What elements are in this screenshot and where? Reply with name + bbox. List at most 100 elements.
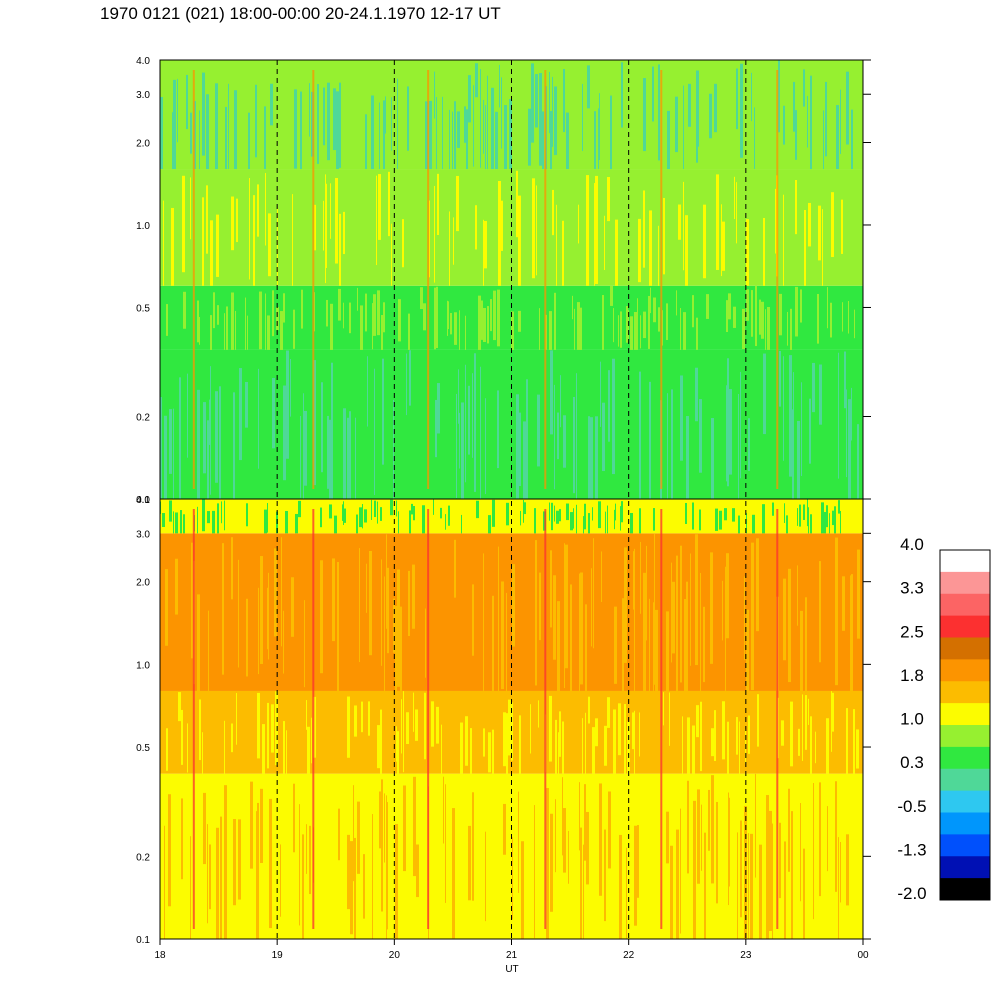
heatmap-cell [458,369,459,424]
heatmap-cell [703,606,705,683]
heatmap-cell [835,781,837,892]
heatmap-cell [789,355,792,477]
heatmap-cell [817,293,819,344]
heatmap-cell [497,289,500,347]
heatmap-cell [669,692,670,746]
heatmap-cell [578,204,579,244]
heatmap-cell [599,93,600,161]
heatmap-cell [434,71,435,119]
heatmap-cell [175,558,178,615]
heatmap-cell [257,802,259,939]
heatmap-cell [671,389,673,499]
heatmap-cell [576,504,577,534]
heatmap-cell [338,808,340,861]
heatmap-cell [385,96,386,134]
heatmap-cell [359,507,362,528]
heatmap-cell [793,81,795,132]
heatmap-cell [675,96,678,153]
heatmap-cell [366,563,367,613]
heatmap-cell [639,712,640,757]
heatmap-cell [183,514,185,534]
heatmap-cell [173,511,174,534]
heatmap-cell [283,293,285,323]
heatmap-cell [306,824,307,874]
heatmap-cell [269,798,272,929]
heatmap-cell [564,543,565,689]
heatmap-cell [595,718,598,747]
heatmap-cell [637,825,639,898]
heatmap-cell [465,364,466,483]
heatmap-cell [363,854,365,919]
heatmap-cell [219,386,221,499]
heatmap-cell [210,315,212,350]
heatmap-cell [810,75,812,170]
heatmap-cell [534,805,535,939]
heatmap-cell [270,83,273,126]
heatmap-cell [619,834,622,939]
heatmap-cell [400,606,402,691]
heatmap-cell [498,180,501,286]
heatmap-cell [260,788,263,864]
heatmap-cell [209,399,210,445]
heatmap-cell [326,183,327,268]
heatmap-cell [838,352,839,479]
heatmap-cell [207,420,209,499]
heatmap-cell [413,692,414,732]
heatmap-cell [612,358,615,475]
heatmap-cell [228,83,229,170]
heatmap-cell [511,311,514,350]
heatmap-cell [598,501,601,529]
heatmap-cell [172,112,173,170]
heatmap-cell [726,300,728,333]
heatmap-cell [506,592,507,691]
y-tick-label: 2.0 [136,578,150,589]
heatmap-cell [208,610,209,691]
heatmap-cell [813,783,814,920]
heatmap-cell [838,500,840,514]
heatmap-cell [626,847,627,939]
heatmap-cell [851,109,853,170]
heatmap-cell [763,217,765,286]
heatmap-cell [539,308,540,350]
heatmap-cell [327,82,330,161]
heatmap-cell [473,85,474,167]
heatmap-cell [215,83,218,170]
heatmap-cell [676,290,677,316]
heatmap-cell [574,308,575,350]
y-tick-label: 0.2 [136,852,150,863]
heatmap-cell [465,716,468,766]
heatmap-cell [371,95,374,170]
colorbar-label: 4.0 [900,535,924,554]
heatmap-cell [459,412,460,469]
heatmap-cell [826,505,828,528]
heatmap-cell [332,558,335,642]
heatmap-cell [173,408,174,499]
heatmap-cell [638,218,641,283]
heatmap-cell [618,703,621,756]
heatmap-cell [321,382,323,473]
heatmap-cell [746,289,749,321]
heatmap-cell [819,364,822,425]
heatmap-cell [784,841,786,939]
heatmap-cell [583,844,584,939]
heatmap-cell [830,302,832,338]
heatmap-cell [357,801,360,874]
heatmap-cell [483,99,484,154]
heatmap-cell [607,177,610,222]
heatmap-cell [330,183,331,239]
heatmap-cell [437,173,439,235]
heatmap-cell [549,311,552,350]
heatmap-cell [552,189,554,236]
heatmap-cell [372,303,373,350]
x-axis-ticks: 18 19 20 21 22 23 00 [154,939,869,961]
heatmap-cell [292,194,293,286]
heatmap-cell [620,311,622,348]
heatmap-cell [197,389,200,499]
heatmap-cell [558,732,559,774]
heatmap-cell [224,500,225,531]
y-tick-label: 0.1 [136,495,150,506]
heatmap-cell [602,402,605,472]
colorbar-swatch [940,681,990,704]
heatmap-cell [573,396,575,494]
heatmap-cell [692,725,695,774]
